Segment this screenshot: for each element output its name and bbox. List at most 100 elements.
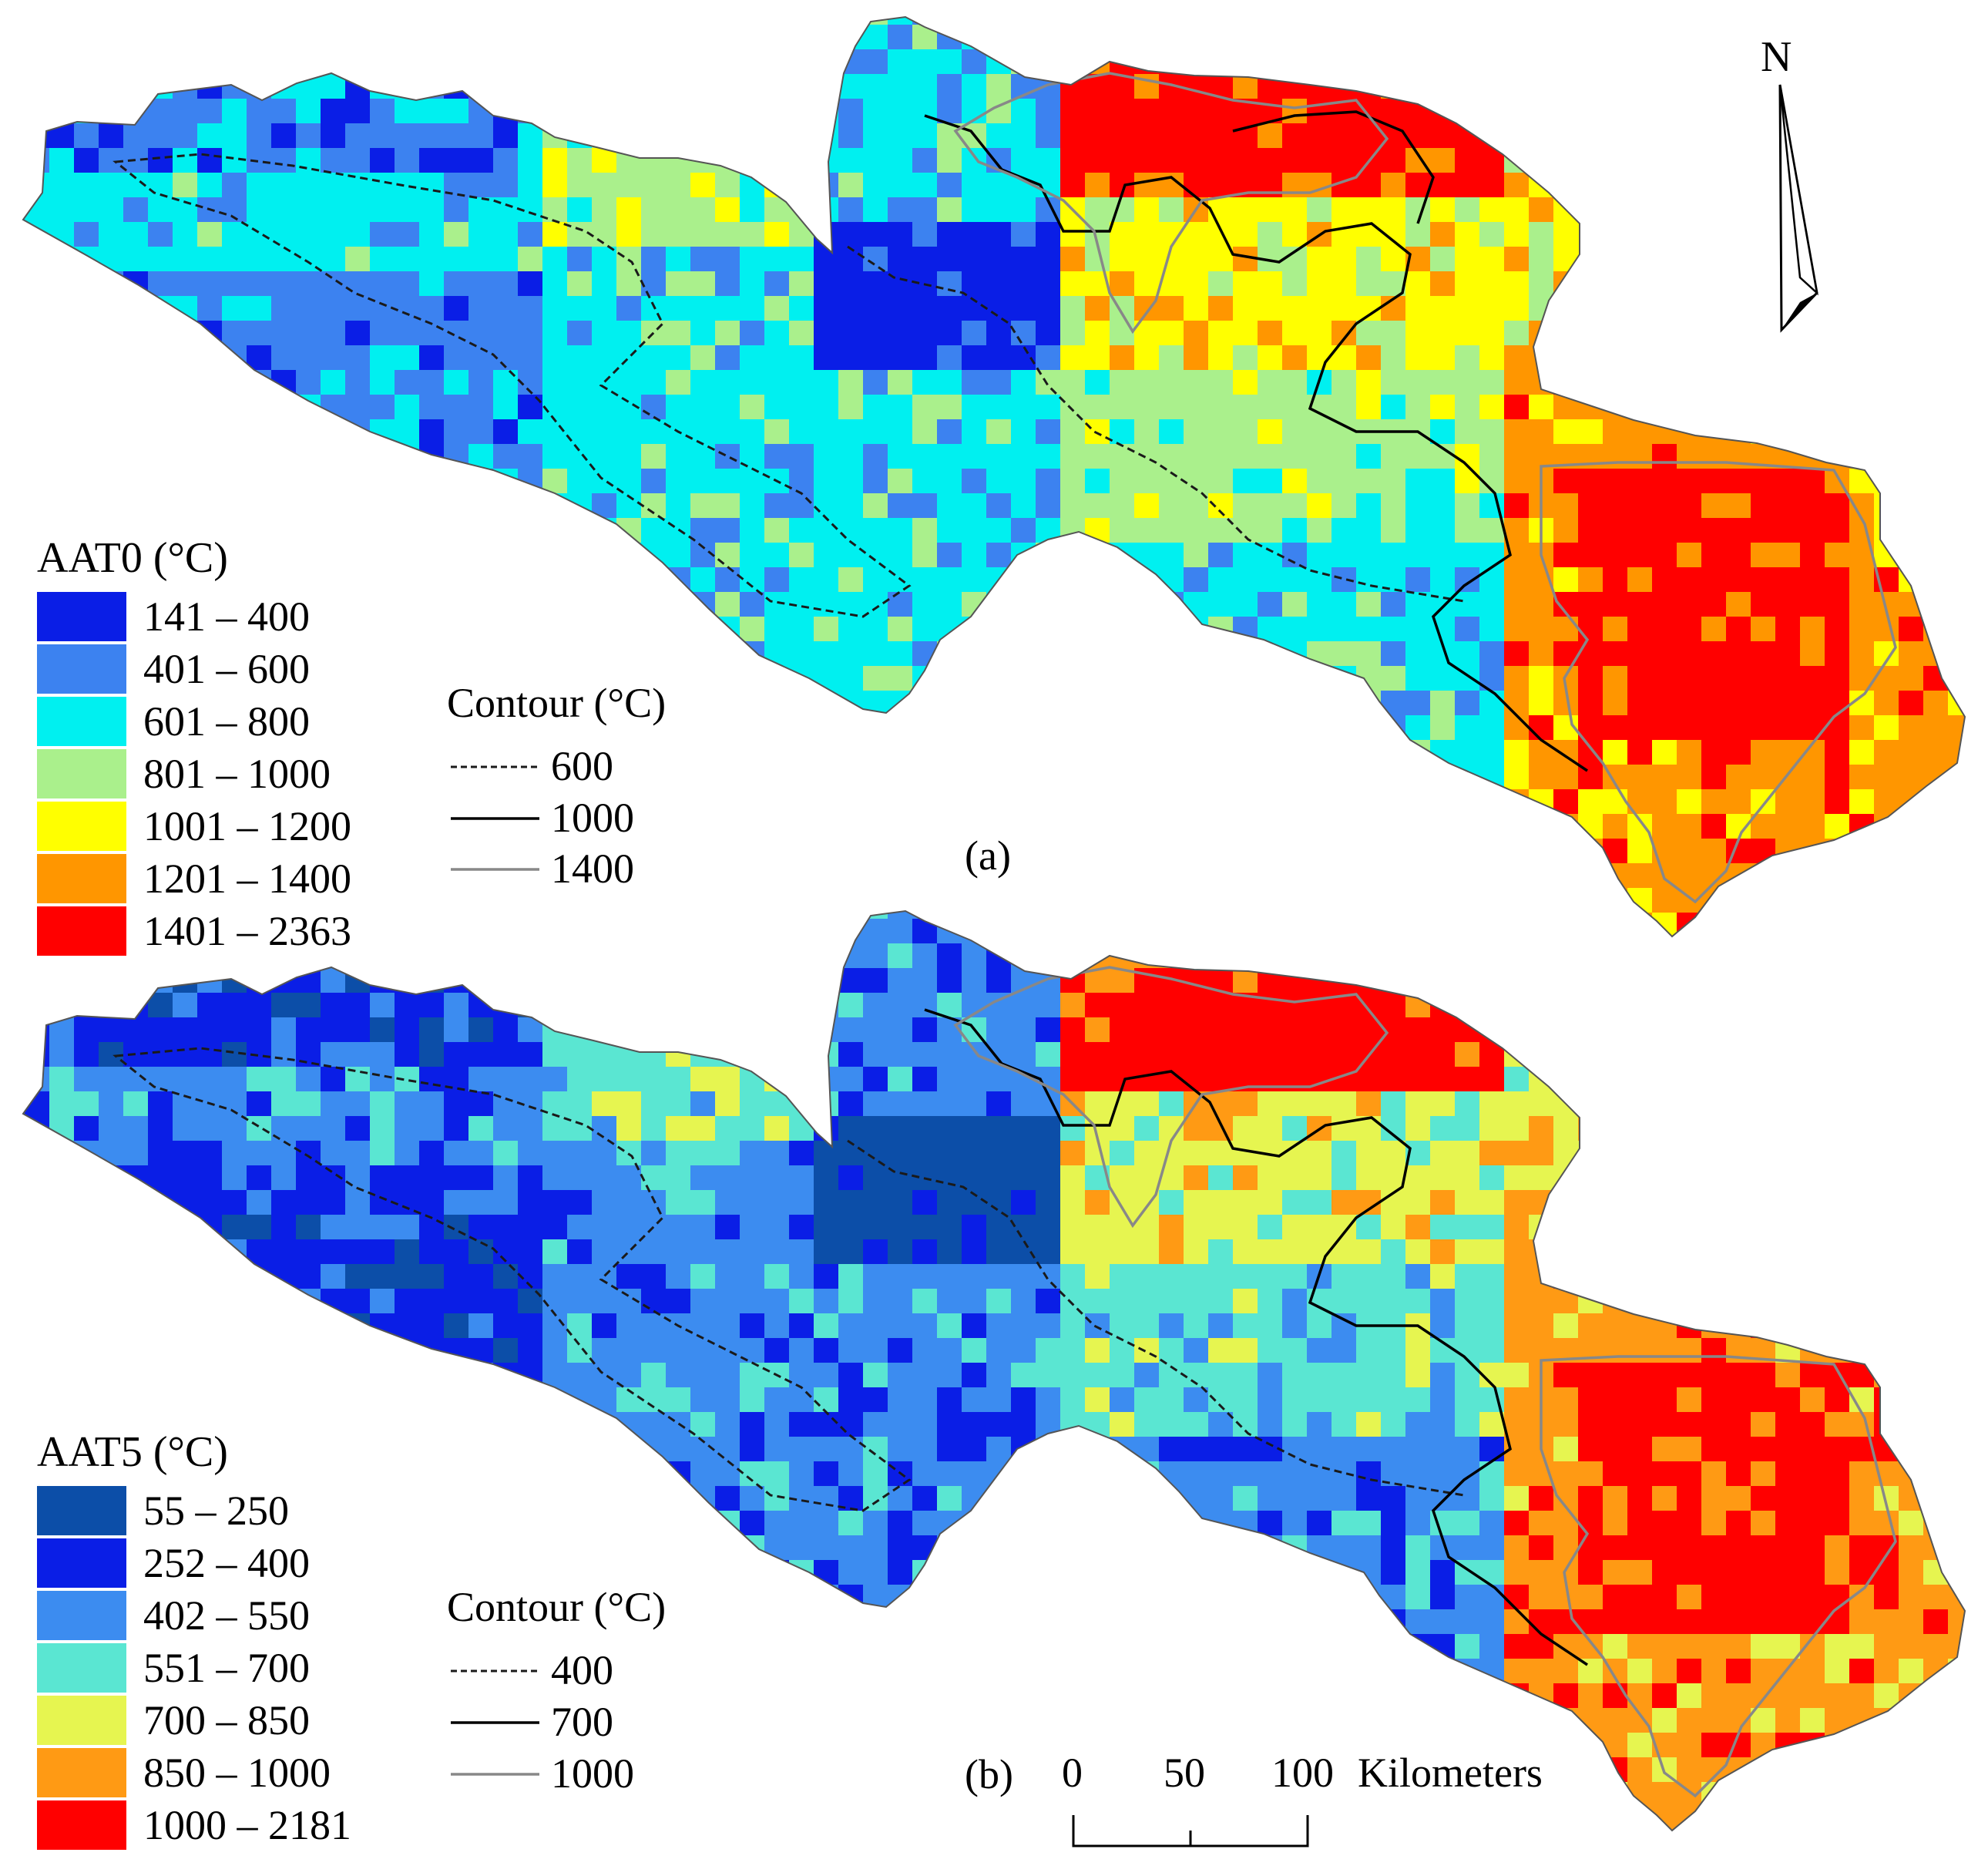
- raster-cell: [370, 641, 395, 666]
- raster-cell: [814, 666, 838, 691]
- raster-cell: [1208, 1141, 1233, 1165]
- raster-cell: [715, 740, 740, 765]
- raster-cell: [592, 370, 616, 395]
- raster-cell: [838, 1313, 863, 1338]
- raster-cell: [1627, 17, 1652, 25]
- raster-cell: [23, 919, 25, 943]
- raster-cell: [1405, 1338, 1430, 1363]
- raster-cell: [1060, 937, 1085, 962]
- raster-cell: [1849, 1141, 1874, 1165]
- raster-cell: [1751, 1165, 1775, 1190]
- raster-cell: [1652, 666, 1677, 691]
- raster-cell: [863, 321, 888, 345]
- raster-cell: [345, 222, 370, 247]
- raster-cell: [296, 1437, 321, 1461]
- raster-cell: [1874, 1264, 1899, 1289]
- raster-cell: [814, 444, 838, 469]
- raster-cell: [1479, 913, 1504, 936]
- raster-cell: [1652, 395, 1677, 419]
- raster-cell: [1405, 814, 1430, 839]
- raster-cell: [123, 1091, 148, 1116]
- raster-cell: [1134, 17, 1159, 25]
- raster-cell: [1430, 1437, 1455, 1461]
- raster-cell: [1036, 863, 1060, 888]
- raster-cell: [814, 1215, 838, 1239]
- raster-cell: [1184, 1289, 1208, 1313]
- raster-cell: [1208, 247, 1233, 271]
- raster-cell: [863, 1363, 888, 1387]
- raster-cell: [1603, 888, 1627, 913]
- raster-cell: [247, 148, 271, 173]
- raster-cell: [99, 321, 123, 345]
- raster-cell: [1036, 123, 1060, 148]
- raster-cell: [814, 765, 838, 789]
- raster-cell: [542, 49, 567, 74]
- raster-cell: [395, 1387, 419, 1412]
- raster-cell: [937, 49, 962, 74]
- raster-cell: [23, 666, 25, 691]
- raster-cell: [321, 469, 345, 493]
- raster-cell: [247, 296, 271, 321]
- raster-cell: [197, 296, 222, 321]
- raster-cell: [1282, 1091, 1307, 1116]
- raster-cell: [1775, 888, 1800, 913]
- raster-cell: [493, 592, 518, 617]
- raster-cell: [1874, 222, 1899, 247]
- raster-cell: [1282, 765, 1307, 789]
- raster-cell: [23, 765, 25, 789]
- raster-cell: [789, 1190, 814, 1215]
- raster-cell: [542, 123, 567, 148]
- raster-cell: [1184, 1412, 1208, 1437]
- raster-cell: [49, 222, 74, 247]
- raster-cell: [197, 1190, 222, 1215]
- raster-cell: [1479, 419, 1504, 444]
- raster-cell: [1381, 321, 1405, 345]
- raster-cell: [1849, 197, 1874, 222]
- raster-cell: [1282, 469, 1307, 493]
- raster-cell: [814, 493, 838, 518]
- raster-cell: [99, 173, 123, 197]
- raster-cell: [1849, 99, 1874, 123]
- raster-cell: [542, 937, 567, 962]
- raster-cell: [518, 1437, 542, 1461]
- raster-cell: [542, 222, 567, 247]
- raster-cell: [666, 173, 690, 197]
- raster-cell: [123, 370, 148, 395]
- raster-cell: [1208, 395, 1233, 419]
- raster-cell: [271, 1141, 296, 1165]
- raster-cell: [641, 1363, 666, 1387]
- raster-cell: [1258, 993, 1282, 1017]
- raster-cell: [715, 968, 740, 993]
- raster-cell: [888, 1338, 912, 1363]
- raster-cell: [1849, 1116, 1874, 1141]
- raster-cell: [25, 1313, 49, 1338]
- raster-cell: [1184, 911, 1208, 919]
- raster-cell: [814, 271, 838, 296]
- raster-cell: [1627, 1437, 1652, 1461]
- raster-cell: [1208, 222, 1233, 247]
- raster-cell: [1849, 814, 1874, 839]
- raster-cell: [1184, 715, 1208, 740]
- raster-cell: [1504, 222, 1529, 247]
- raster-cell: [986, 271, 1011, 296]
- raster-cell: [1899, 1215, 1923, 1239]
- raster-cell: [1677, 74, 1701, 99]
- raster-cell: [23, 943, 25, 968]
- raster-cell: [148, 17, 173, 25]
- raster-cell: [1258, 395, 1282, 419]
- raster-cell: [1430, 17, 1455, 25]
- raster-cell: [1504, 592, 1529, 617]
- raster-cell: [986, 666, 1011, 691]
- raster-cell: [1553, 863, 1578, 888]
- raster-cell: [1060, 1338, 1085, 1363]
- raster-cell: [690, 173, 715, 197]
- raster-cell: [1282, 863, 1307, 888]
- raster-cell: [1479, 617, 1504, 641]
- raster-cell: [1208, 1363, 1233, 1387]
- raster-cell: [296, 1387, 321, 1412]
- raster-cell: [542, 943, 567, 968]
- raster-cell: [1356, 641, 1381, 666]
- raster-cell: [1085, 1363, 1110, 1387]
- raster-cell: [1923, 943, 1948, 968]
- raster-cell: [740, 789, 764, 814]
